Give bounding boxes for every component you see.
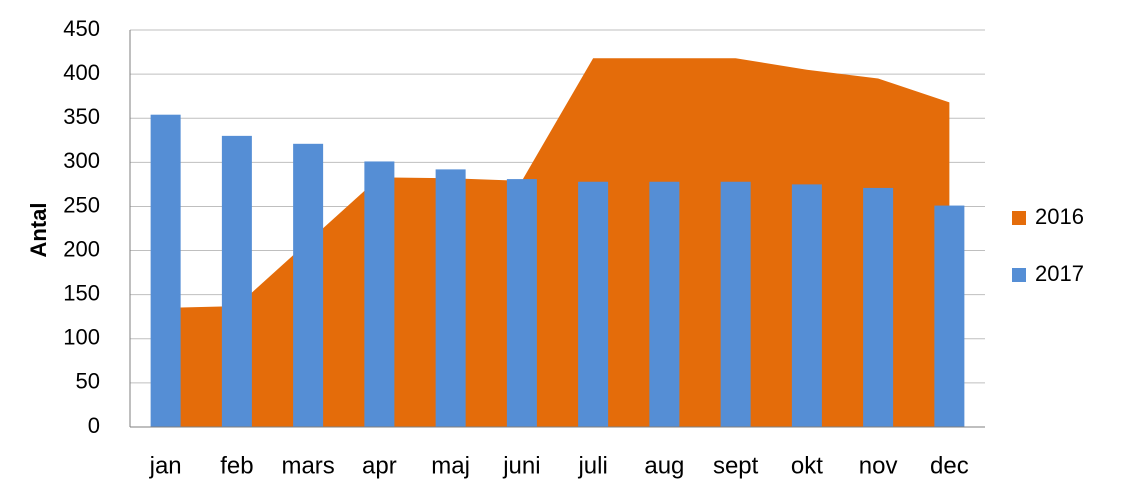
- x-tick-label: jan: [149, 452, 182, 479]
- x-tick-label: juli: [577, 452, 607, 479]
- x-tick-label: maj: [431, 452, 470, 479]
- y-tick-label: 300: [63, 148, 100, 173]
- y-tick-label: 200: [63, 236, 100, 261]
- y-tick-label: 50: [76, 369, 100, 394]
- bar: [863, 187, 894, 427]
- y-tick-label: 250: [63, 192, 100, 217]
- bar: [934, 205, 965, 427]
- y-tick-label: 350: [63, 104, 100, 129]
- bar: [791, 184, 822, 427]
- bar: [720, 181, 751, 427]
- bar: [435, 169, 466, 427]
- x-tick-label: dec: [930, 452, 969, 479]
- bar: [364, 161, 395, 427]
- bar: [649, 181, 680, 427]
- y-tick-label: 400: [63, 60, 100, 85]
- y-axis-label: Antal: [26, 203, 51, 258]
- y-tick-label: 100: [63, 325, 100, 350]
- y-tick-label: 150: [63, 280, 100, 305]
- x-tick-label: feb: [220, 452, 253, 479]
- bar: [506, 179, 537, 427]
- bar: [578, 181, 609, 427]
- x-tick-label: okt: [791, 452, 823, 479]
- bar: [221, 135, 252, 427]
- area: [165, 58, 950, 427]
- legend-label: 2017: [1035, 261, 1084, 286]
- bar: [150, 114, 181, 428]
- x-tick-label: aug: [644, 452, 684, 479]
- legend-swatch: [1012, 268, 1026, 282]
- legend-swatch: [1012, 211, 1026, 225]
- bar: [293, 143, 324, 427]
- x-tick-label: juni: [502, 452, 540, 479]
- x-tick-label: sept: [713, 452, 759, 479]
- legend-label: 2016: [1035, 204, 1084, 229]
- x-tick-label: apr: [362, 452, 397, 479]
- x-tick-label: mars: [281, 452, 334, 479]
- y-tick-label: 450: [63, 16, 100, 41]
- x-tick-label: nov: [859, 452, 898, 479]
- y-tick-label: 0: [88, 413, 100, 438]
